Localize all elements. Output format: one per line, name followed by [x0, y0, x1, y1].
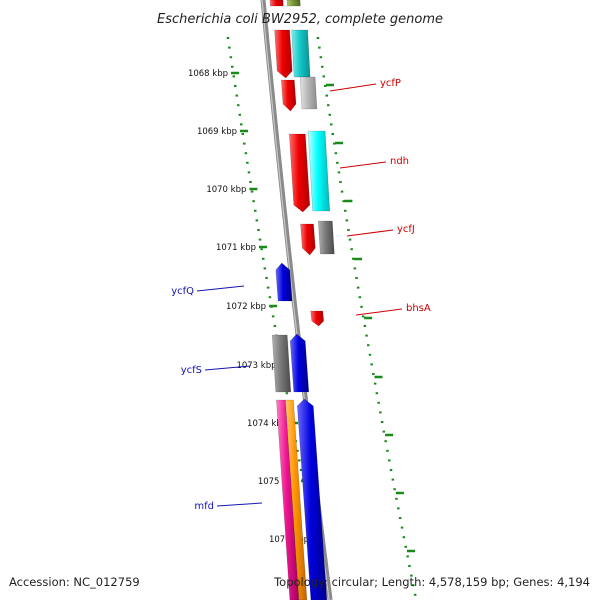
- gene-label-ycfS: ycfS: [181, 365, 202, 376]
- scale-label: 1069 kbp: [197, 127, 237, 137]
- scale-label: 1074 kbp: [247, 419, 287, 429]
- gene-label-leader-ycfS: [204, 365, 251, 371]
- gene-feature-ycfJ-grey: [317, 220, 335, 255]
- map-title: Escherichia coli BW2952, complete genome: [157, 12, 443, 27]
- accession-text: Accession: NC_012759: [9, 575, 140, 589]
- scale-label: 1072 kbp: [226, 302, 266, 312]
- gene-label-ycfQ: ycfQ: [171, 286, 194, 297]
- gene-label-leader-ndh: [339, 161, 387, 169]
- scale-label: 1075 kbp: [258, 477, 298, 487]
- gene-label-ycfP: ycfP: [380, 78, 401, 89]
- gene-feature-red-1: [274, 29, 293, 79]
- gene-feature-ycfQ: [275, 262, 293, 302]
- gene-label-ycfJ: ycfJ: [397, 224, 415, 235]
- gene-feature-ndh-cyan: [307, 130, 331, 212]
- gene-label-leader-ycfJ: [346, 229, 394, 237]
- topology-text: Topology: circular; Length: 4,578,159 bp…: [274, 575, 590, 589]
- gene-feature-ndh-red: [288, 133, 311, 213]
- scale-label: 1073 kbp: [236, 361, 276, 371]
- scale-label: 1071 kbp: [216, 243, 256, 253]
- gene-feature-bhsA: [310, 310, 325, 327]
- gene-feature-ycfJ-red: [300, 223, 316, 256]
- gene-feature-top-red: [269, 0, 284, 7]
- gene-label-mfd: mfd: [194, 501, 214, 512]
- gene-feature-ycfP-red: [280, 79, 297, 112]
- gene-feature-ycfS-blue: [289, 333, 310, 393]
- gene-feature-orange: [285, 399, 308, 600]
- gene-feature-ycfS-grey: [271, 334, 292, 393]
- label-layer: ycfP ndh ycfJ ycfQ bhsA ycfS mfd: [171, 78, 431, 512]
- gene-feature-cyan-1: [291, 29, 311, 78]
- gene-label-leader-ycfQ: [196, 285, 245, 292]
- gene-feature-top-olive: [286, 0, 301, 7]
- gene-label-ndh: ndh: [390, 156, 409, 167]
- scale-label: 1070 kbp: [206, 185, 246, 195]
- gene-feature-ycfP-grey: [299, 76, 318, 110]
- gene-feature-mfd: [296, 398, 328, 600]
- gene-label-leader-bhsA: [355, 308, 403, 316]
- gene-label-bhsA: bhsA: [406, 303, 431, 314]
- gene-label-leader-mfd: [216, 502, 263, 507]
- gene-feature-magenta: [276, 399, 300, 600]
- gene-label-leader-ycfP: [329, 83, 377, 92]
- scale-label: 1068 kbp: [188, 69, 228, 79]
- gene-layer: [269, 0, 335, 600]
